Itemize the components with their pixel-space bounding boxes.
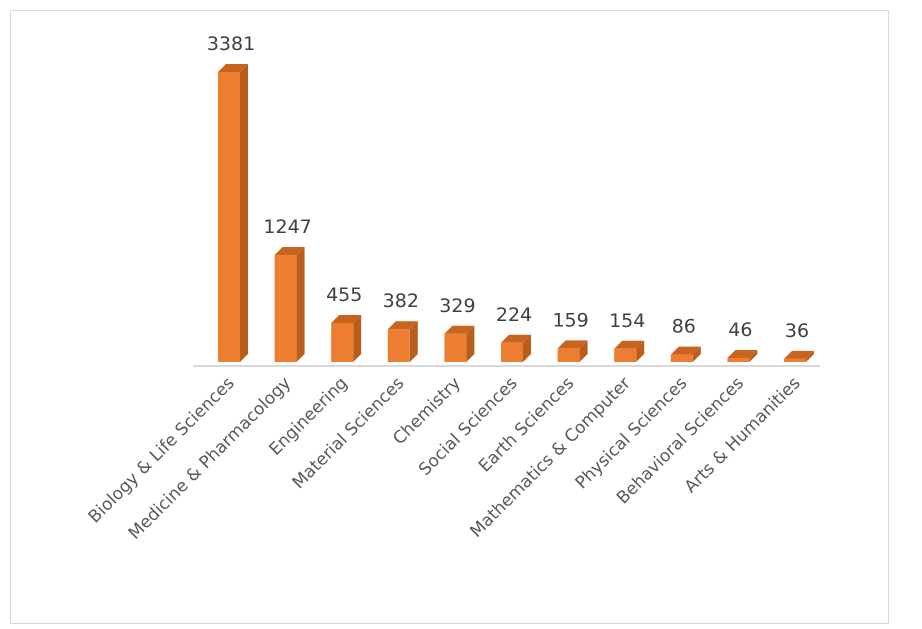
bar-top — [501, 334, 531, 343]
data-label: 159 — [552, 309, 588, 331]
bar-11 — [784, 350, 814, 362]
bar-2 — [274, 247, 305, 362]
bar-9 — [670, 346, 701, 362]
bar-side — [579, 340, 588, 362]
bar-10 — [727, 350, 758, 362]
bar-side — [296, 247, 305, 362]
bar-front — [614, 348, 637, 362]
bar-front — [274, 255, 297, 362]
bar-side — [466, 325, 475, 362]
bar-top — [444, 325, 475, 334]
bar-side — [240, 64, 248, 362]
bar-side — [692, 346, 701, 362]
bar-front — [218, 72, 240, 362]
bar-front — [727, 358, 750, 362]
data-label: 46 — [728, 319, 752, 341]
category-label: Earth Sciences — [475, 373, 578, 476]
category-label: Social Sciences — [415, 373, 522, 480]
bar-5 — [444, 325, 475, 362]
bar-front — [784, 358, 806, 362]
bar-front — [331, 322, 354, 362]
bar-top — [331, 314, 362, 323]
chart-frame — [10, 10, 889, 624]
bar-7 — [557, 340, 588, 362]
bar-side — [806, 350, 814, 362]
bar-1 — [218, 64, 248, 362]
bar-front — [670, 354, 693, 362]
bar-side — [409, 321, 418, 362]
bar-front — [501, 342, 523, 362]
data-label: 224 — [496, 304, 532, 326]
bar-front — [444, 333, 467, 362]
bar-3 — [331, 314, 362, 362]
data-label: 86 — [672, 316, 696, 338]
bar-top — [387, 321, 418, 330]
bar-side — [523, 334, 531, 362]
bar-top — [727, 350, 758, 359]
bar-front — [387, 329, 410, 362]
bar-front — [557, 348, 580, 362]
bar-side — [353, 314, 362, 362]
bar-top — [614, 340, 645, 349]
data-label: 382 — [383, 290, 419, 312]
bar-6 — [501, 334, 531, 362]
bar-8 — [614, 340, 645, 362]
bar-top — [784, 350, 814, 359]
bar-side — [749, 350, 758, 362]
data-label: 36 — [785, 320, 809, 342]
data-label: 455 — [326, 284, 362, 306]
bar-top — [274, 247, 305, 256]
data-label: 154 — [609, 310, 645, 332]
bar-top — [557, 340, 588, 349]
data-label: 1247 — [263, 216, 311, 238]
bar-4 — [387, 321, 418, 362]
bar-side — [636, 340, 645, 362]
data-label: 329 — [439, 295, 475, 317]
bar-top — [670, 346, 701, 355]
bar-top — [218, 64, 248, 72]
data-label: 3381 — [207, 33, 255, 55]
